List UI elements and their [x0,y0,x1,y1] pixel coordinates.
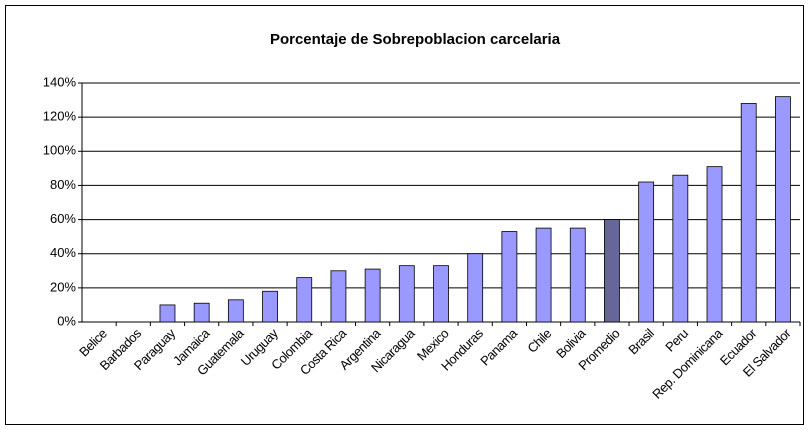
bar [433,265,449,323]
bar [740,103,757,323]
chart-frame [5,5,804,425]
bar [193,302,210,323]
bar [398,265,415,323]
y-tick-label: 40% [50,245,76,260]
y-tick-label: 20% [50,279,76,294]
chart-title: Porcentaje de Sobrepoblacion carcelaria [270,31,561,48]
bar [227,299,244,323]
bar [706,166,723,323]
y-tick-label: 120% [43,109,77,124]
bar [262,290,278,323]
y-tick-label: 60% [50,211,76,226]
bar [569,227,586,323]
bar [330,270,347,323]
bar [535,227,552,323]
bar [638,181,655,323]
y-tick-label: 0% [57,313,76,328]
bar [159,304,176,323]
bar [604,219,620,323]
bar [775,96,791,323]
bar [672,174,689,323]
y-tick-label: 140% [43,74,77,89]
bar [296,277,313,323]
bar [467,253,484,323]
y-tick-label: 80% [50,177,76,192]
y-tick-label: 100% [43,143,77,158]
bar [501,231,518,323]
bar [364,268,381,323]
